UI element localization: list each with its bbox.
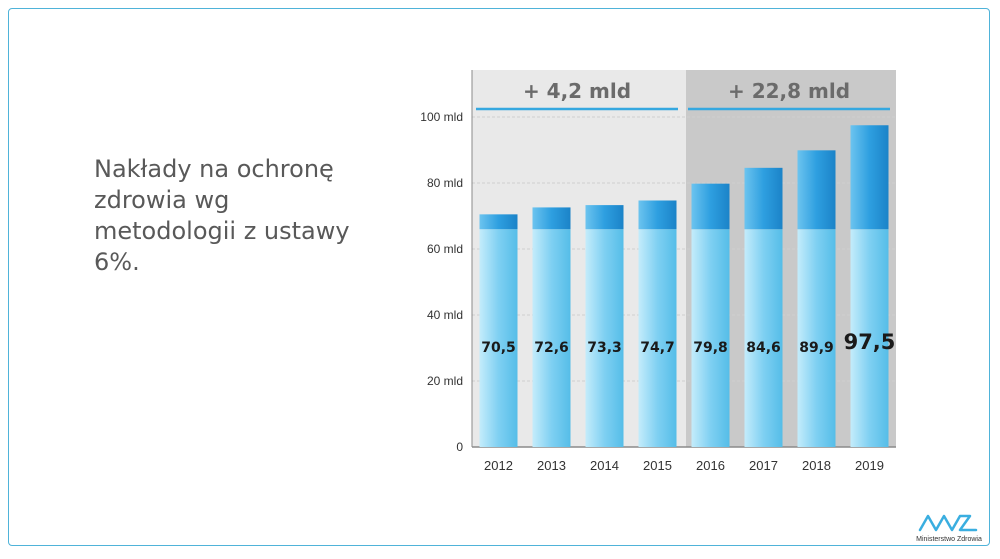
bar-top — [638, 200, 677, 230]
bar-base — [479, 229, 518, 447]
slide-title-line: metodologii z ustawy — [94, 217, 350, 245]
bar-base — [691, 229, 730, 447]
ministry-of-health-logo — [918, 514, 978, 532]
bar-base — [638, 229, 677, 447]
bar-top — [797, 150, 836, 230]
x-tick-label: 2016 — [696, 458, 725, 473]
slide-title-line: Nakłady na ochronę — [94, 155, 334, 183]
bar-value-label: 74,7 — [640, 340, 675, 356]
bar-top — [585, 205, 624, 230]
slide-frame — [8, 8, 990, 546]
bar-top — [850, 125, 889, 230]
x-tick-label: 2019 — [855, 458, 884, 473]
y-tick-label: 100 mld — [420, 110, 463, 124]
bar-value-label: 79,8 — [693, 340, 728, 356]
bar-base — [585, 229, 624, 447]
bar-value-label: 70,5 — [481, 340, 516, 356]
x-tick-label: 2013 — [537, 458, 566, 473]
period-label: + 22,8 mld — [728, 79, 850, 103]
bar-top — [691, 183, 730, 230]
bar-top — [744, 167, 783, 230]
bar-top — [532, 207, 571, 230]
slide-title: Nakłady na ochronę zdrowia wg metodologi… — [94, 154, 394, 278]
logo-caption: Ministerstwo Zdrowia — [916, 536, 982, 543]
x-tick-label: 2012 — [484, 458, 513, 473]
y-tick-label: 20 mld — [427, 374, 463, 388]
y-tick-label: 40 mld — [427, 308, 463, 322]
slide-title-line: 6%. — [94, 248, 140, 276]
y-tick-label: 60 mld — [427, 242, 463, 256]
slide-title-line: zdrowia wg — [94, 186, 230, 214]
bar-value-label: 72,6 — [534, 340, 569, 356]
period-label: + 4,2 mld — [523, 79, 631, 103]
bar-base — [744, 229, 783, 447]
bar-base — [532, 229, 571, 447]
bar-value-label: 97,5 — [844, 330, 896, 354]
y-tick-label: 0 — [456, 440, 463, 454]
y-tick-label: 80 mld — [427, 176, 463, 190]
bar-value-label: 84,6 — [746, 340, 781, 356]
bar-value-label: 89,9 — [799, 340, 834, 356]
bar-base — [850, 229, 889, 447]
bar-base — [797, 229, 836, 447]
x-tick-label: 2017 — [749, 458, 778, 473]
x-tick-label: 2014 — [590, 458, 619, 473]
x-tick-label: 2018 — [802, 458, 831, 473]
bar-top — [479, 214, 518, 230]
x-tick-label: 2015 — [643, 458, 672, 473]
bar-value-label: 73,3 — [587, 340, 622, 356]
